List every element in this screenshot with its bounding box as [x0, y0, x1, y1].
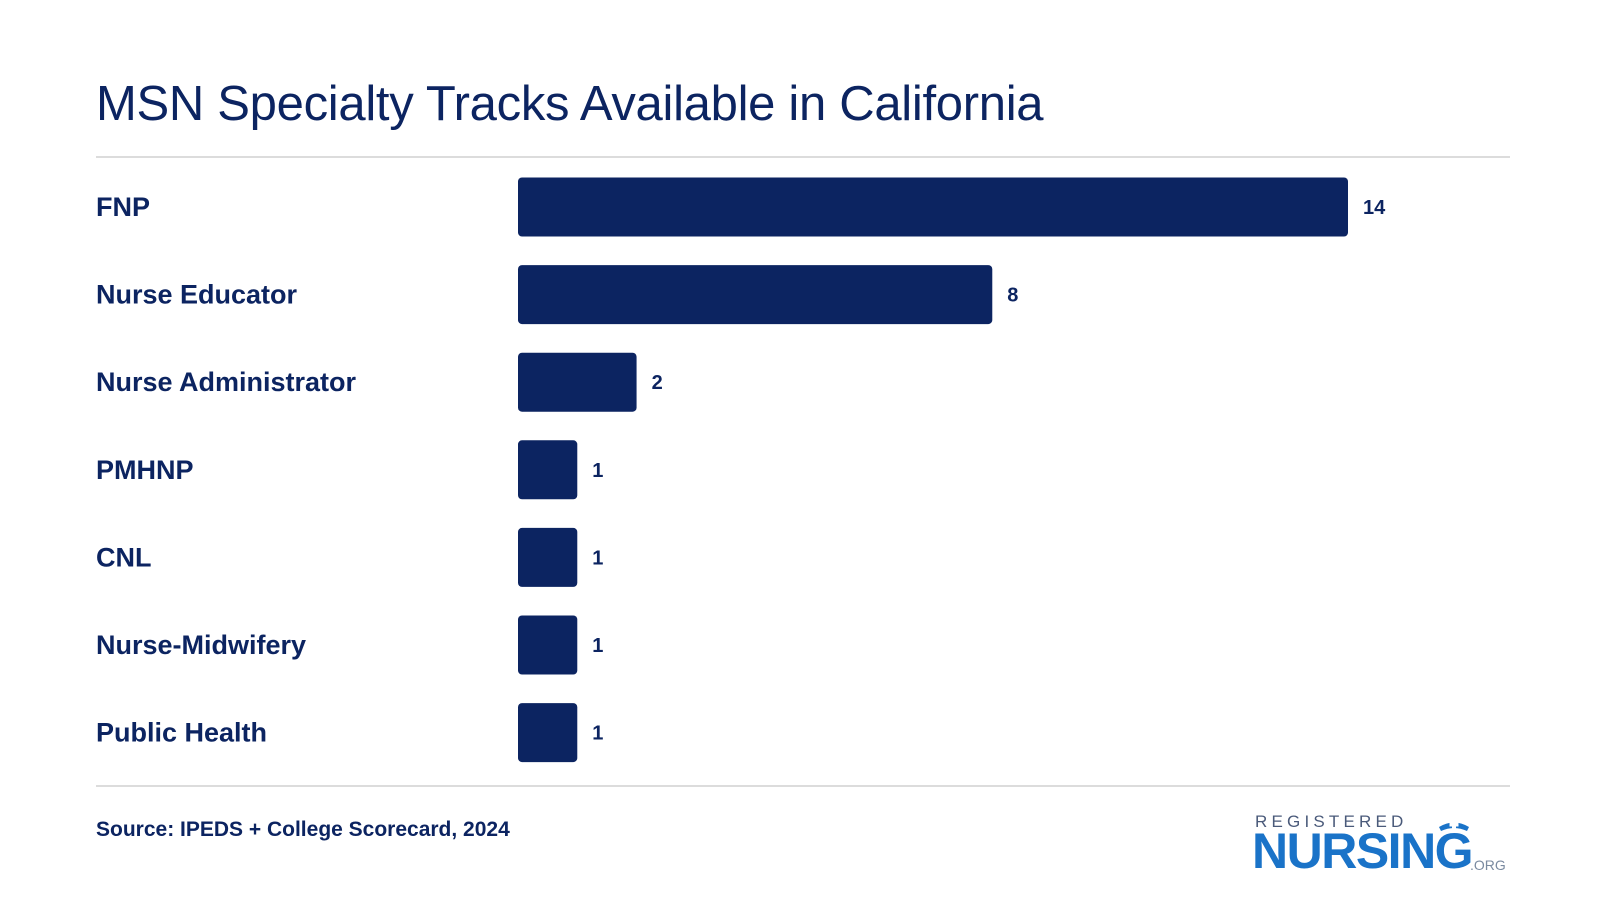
logo-top-text: REGISTERED [1255, 812, 1408, 831]
data-label: 1 [592, 547, 603, 569]
bar [518, 265, 993, 325]
source-note: Source: IPEDS + College Scorecard, 2024 [96, 818, 510, 841]
data-label: 1 [592, 723, 603, 745]
bar [518, 615, 578, 675]
bar [518, 527, 578, 587]
data-label: 14 [1363, 197, 1386, 219]
logo-suffix: .ORG [1470, 857, 1506, 873]
bottom-divider [96, 785, 1510, 787]
data-label: 1 [592, 635, 603, 657]
category-label: Public Health [96, 718, 267, 748]
registered-nursing-logo: REGISTERED NURSING .ORG [1252, 812, 1512, 892]
logo-main-text: NURSING [1252, 823, 1474, 879]
category-label: CNL [96, 542, 152, 572]
data-label: 2 [652, 372, 663, 394]
data-label: 8 [1007, 285, 1018, 307]
chart-title: MSN Specialty Tracks Available in Califo… [96, 77, 1044, 131]
category-label: Nurse Administrator [96, 367, 357, 397]
bar [518, 352, 637, 412]
category-label: Nurse-Midwifery [96, 630, 306, 660]
category-label: Nurse Educator [96, 280, 298, 310]
bar [518, 703, 578, 763]
nurse-cap-icon [1439, 820, 1469, 831]
bar [518, 440, 578, 500]
bar [518, 177, 1348, 237]
top-divider [96, 156, 1510, 158]
category-label: FNP [96, 192, 150, 222]
category-label: PMHNP [96, 455, 194, 485]
data-label: 1 [592, 460, 603, 482]
